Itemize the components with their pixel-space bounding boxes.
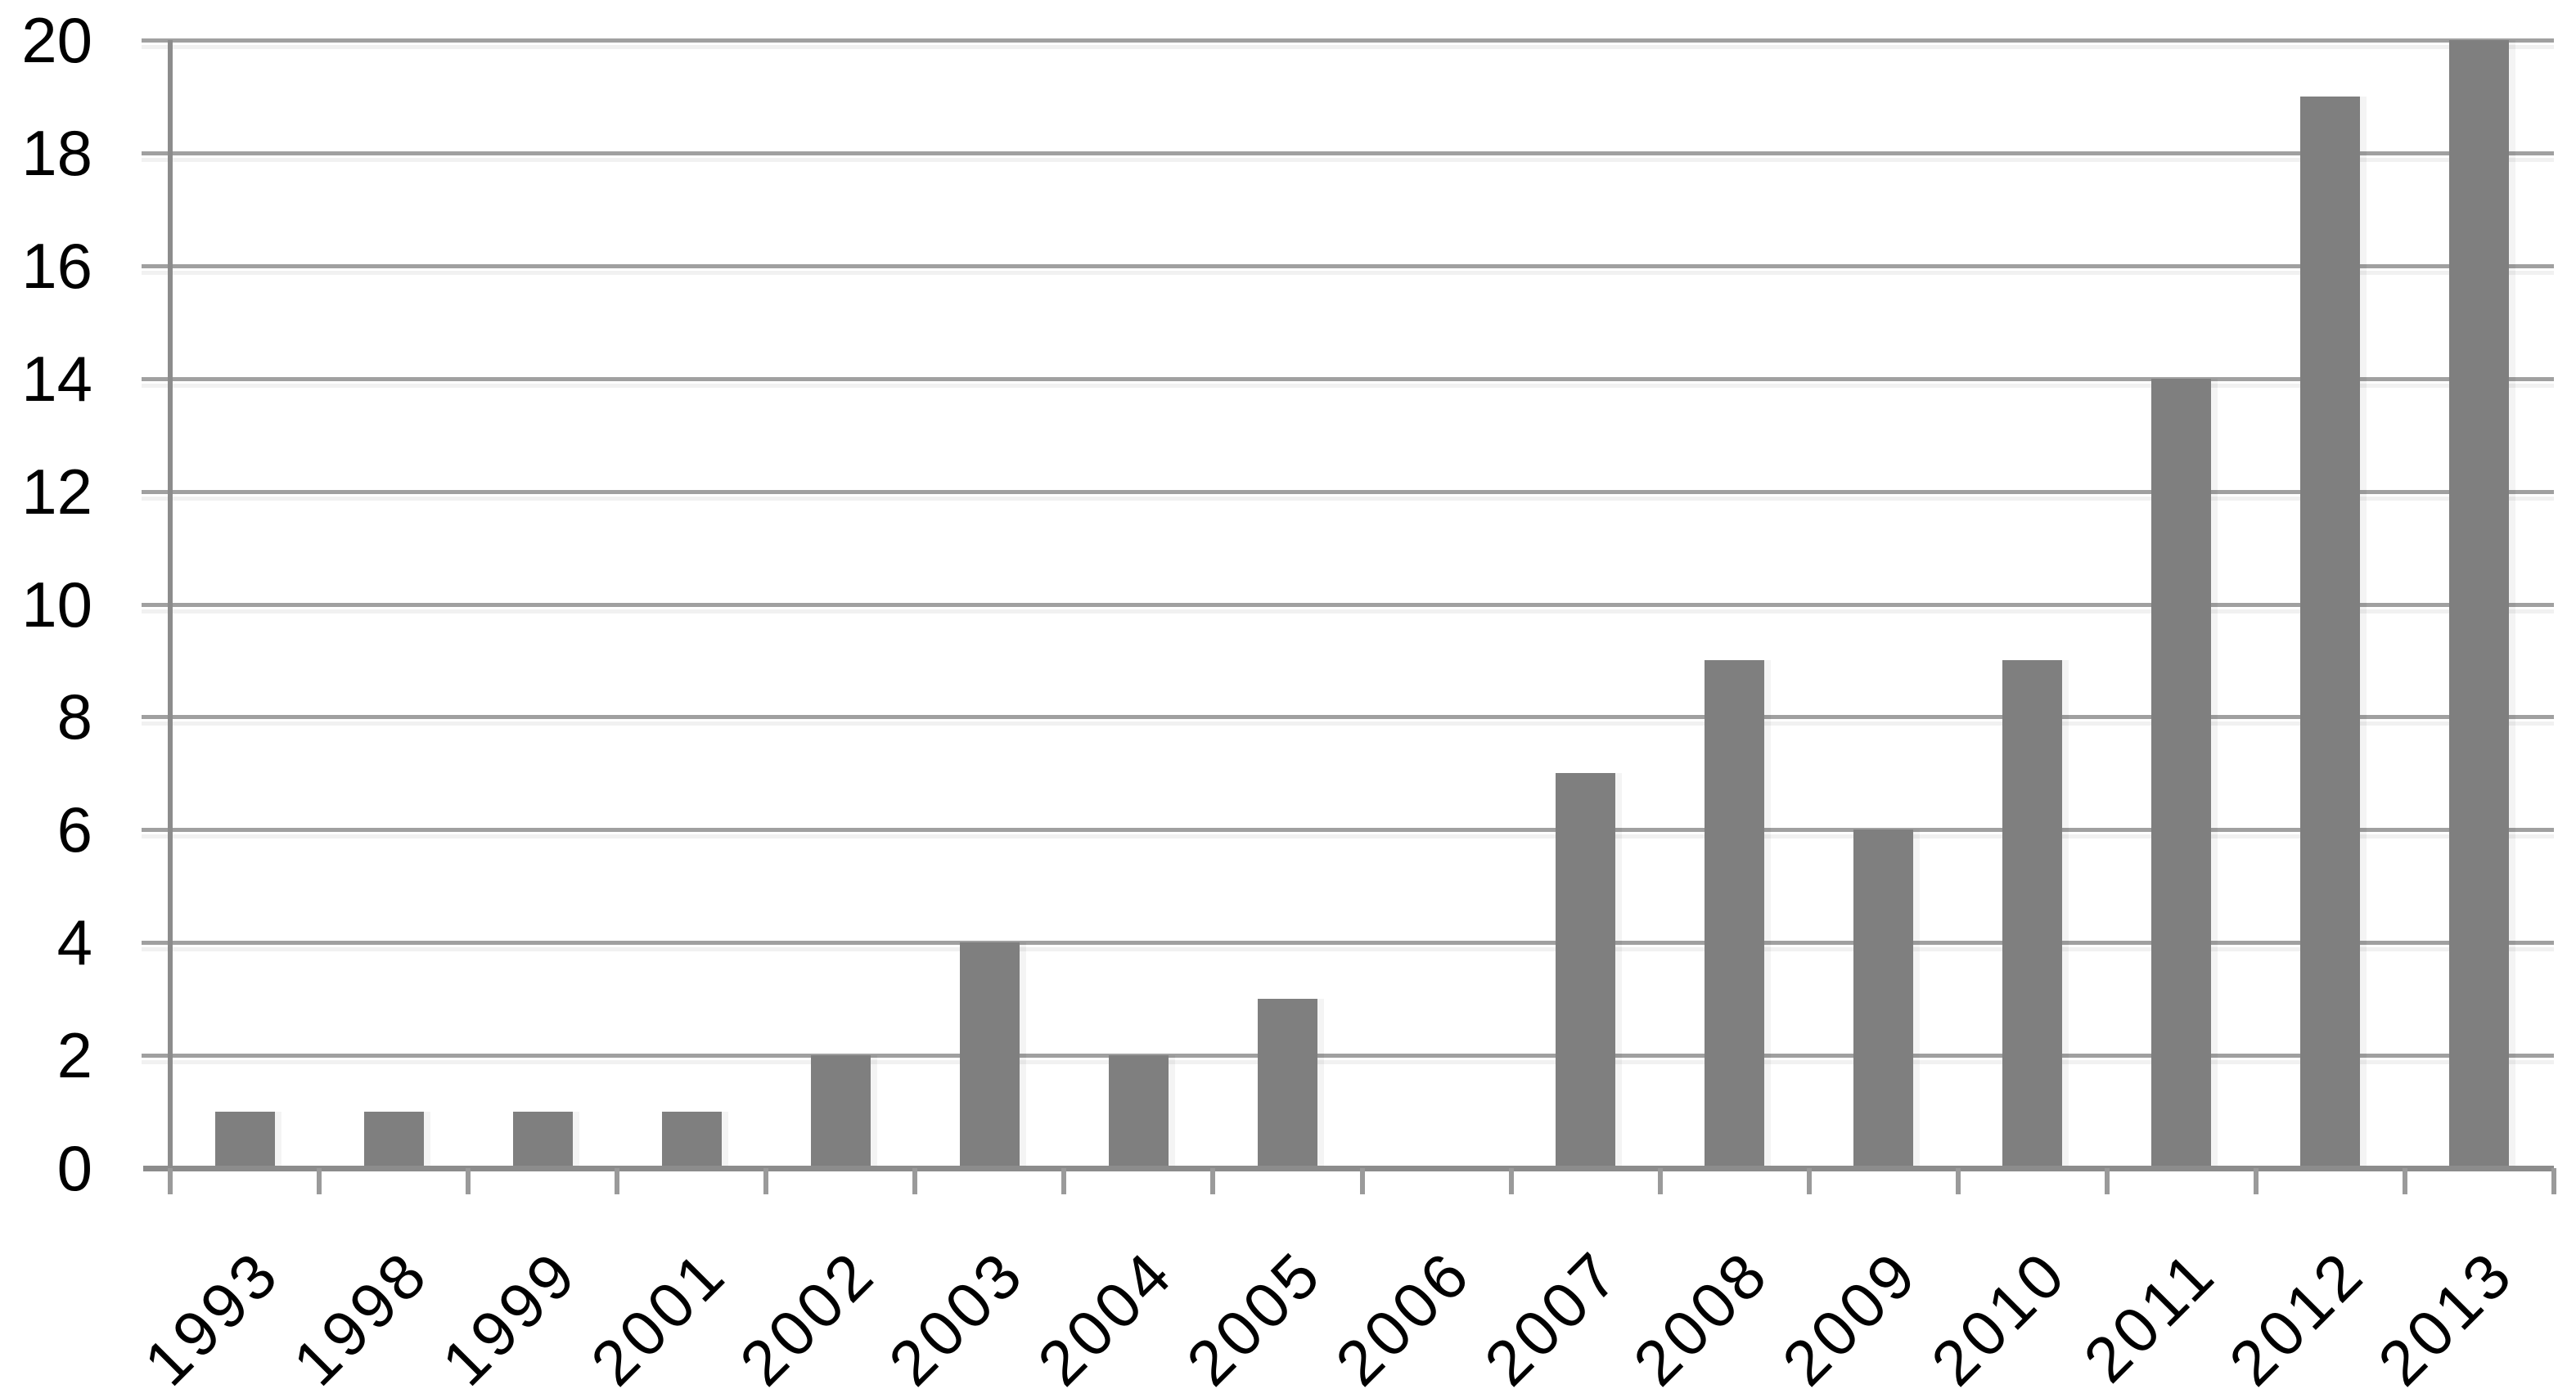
y-axis-tick-label: 0 [56,1132,92,1204]
bar [661,1112,722,1168]
y-axis-tick-label: 8 [56,681,92,753]
y-axis-tick-label: 18 [21,116,92,189]
x-axis-tick [1657,1168,1663,1194]
bar [2449,40,2510,1168]
bar [810,1055,871,1168]
x-axis-category-label: 2013 [2364,1236,2528,1398]
y-axis-tick-label: 20 [21,4,92,76]
bar [1108,1055,1169,1168]
x-axis-category-label: 1993 [129,1236,293,1398]
x-axis-category-label: 2012 [2215,1236,2379,1398]
x-axis-tick [1359,1168,1365,1194]
gridline [142,828,2554,833]
gridline [142,941,2554,946]
x-axis-tick [1508,1168,1514,1194]
bar [2002,660,2063,1168]
x-axis-tick [2104,1168,2110,1194]
x-axis-category-label: 1998 [278,1236,442,1398]
x-axis-category-label: 2006 [1322,1236,1485,1398]
x-axis-tick [912,1168,918,1194]
gridline [142,151,2554,155]
gridline [142,38,2554,43]
x-axis-category-label: 2003 [874,1236,1038,1398]
gridline [142,376,2554,381]
x-axis-category-label: 2011 [2069,1236,2230,1396]
x-axis-category-label: 2004 [1024,1236,1187,1398]
bar [363,1112,424,1168]
gridline [142,715,2554,720]
x-axis-tick [2402,1168,2407,1194]
y-axis-tick-label: 12 [21,455,92,528]
x-axis-category-label: 2010 [1917,1236,2081,1398]
bar [2300,96,2361,1168]
bar [1257,999,1317,1168]
x-axis-tick [1806,1168,1812,1194]
bar [1853,829,1914,1168]
x-axis-category-label: 2005 [1173,1236,1336,1398]
x-axis-tick [1210,1168,1216,1194]
y-axis-tick-label: 4 [56,906,92,979]
x-axis-tick [168,1168,173,1194]
x-axis-category-label: 2001 [576,1236,740,1398]
x-axis-category-label: 2007 [1470,1236,1634,1398]
y-axis-tick-label: 14 [21,342,92,415]
bar [1705,660,1765,1168]
x-axis-tick [466,1168,471,1194]
y-axis-tick-label: 6 [56,793,92,866]
bar [1556,773,1616,1168]
x-axis-tick [615,1168,620,1194]
x-axis-tick [763,1168,769,1194]
gridline [142,1054,2554,1059]
x-axis-tick [1061,1168,1067,1194]
gridline [142,263,2554,268]
y-axis-tick-label: 2 [56,1019,92,1092]
bar [2151,378,2212,1168]
x-axis-tick [2551,1168,2556,1194]
gridline [142,489,2554,494]
x-axis-category-label: 2009 [1768,1236,1932,1398]
bar [512,1112,573,1168]
gridline [142,602,2554,607]
x-axis-line [143,1166,2554,1171]
x-axis-category-label: 2002 [725,1236,889,1398]
x-axis-tick [2253,1168,2259,1194]
bar [214,1112,275,1168]
bar [959,942,1020,1168]
x-axis-tick [1955,1168,1961,1194]
y-axis-tick-label: 10 [21,568,92,641]
y-axis-tick-label: 16 [21,229,92,302]
x-axis-tick [317,1168,322,1194]
x-axis-category-label: 2008 [1619,1236,1783,1398]
y-axis-line [168,40,173,1194]
x-axis-category-label: 1999 [427,1236,591,1398]
